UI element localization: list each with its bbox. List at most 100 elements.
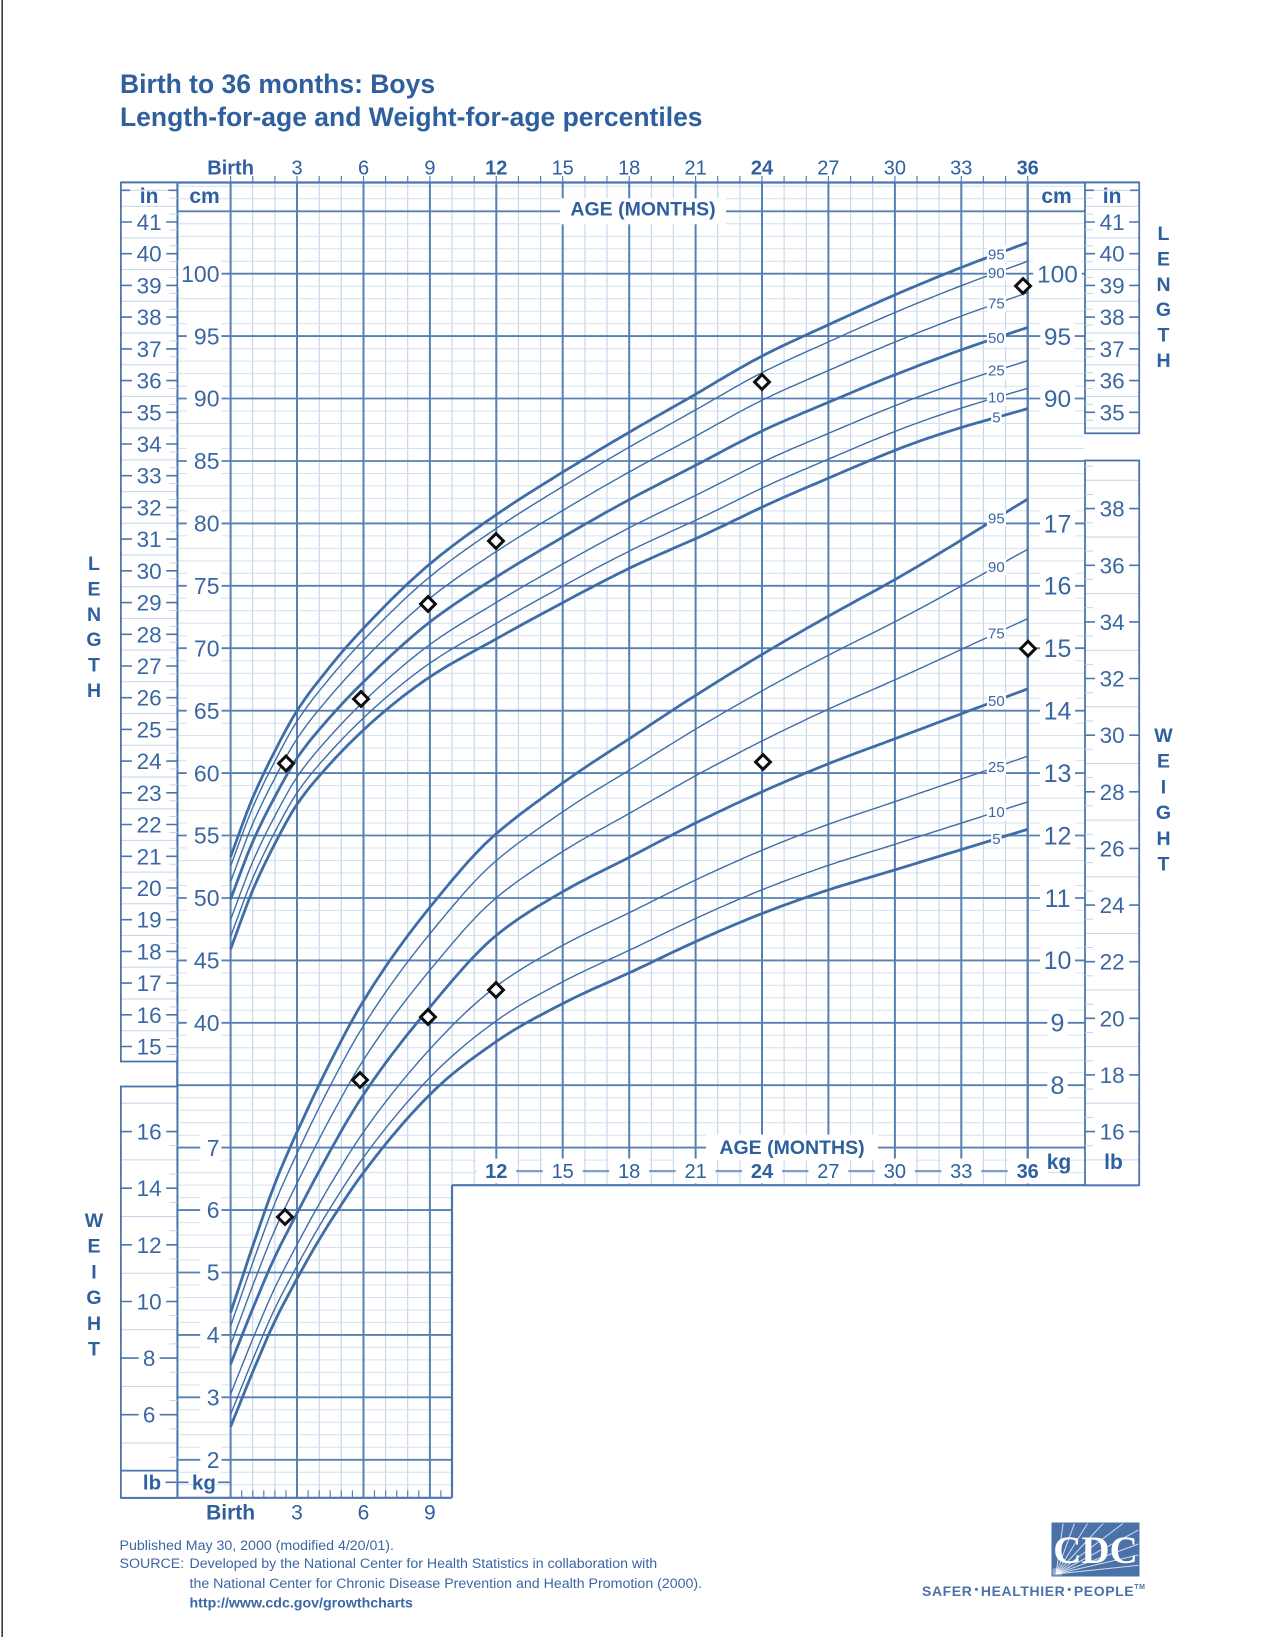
- svg-text:Developed by the National Cent: Developed by the National Center for Hea…: [190, 1556, 658, 1572]
- svg-text:26: 26: [1100, 836, 1125, 861]
- svg-text:12: 12: [485, 1161, 507, 1183]
- svg-text:32: 32: [137, 495, 162, 520]
- svg-text:85: 85: [194, 448, 220, 474]
- svg-text:T: T: [88, 1339, 100, 1361]
- svg-text:E: E: [1157, 248, 1170, 270]
- svg-text:29: 29: [137, 591, 162, 616]
- svg-text:95: 95: [194, 323, 220, 349]
- svg-text:8: 8: [143, 1346, 156, 1371]
- svg-text:Length-for-age and Weight-for-: Length-for-age and Weight-for-age percen…: [120, 102, 703, 132]
- svg-text:65: 65: [194, 698, 220, 724]
- svg-text:5: 5: [207, 1260, 220, 1286]
- svg-text:SAFER•HEALTHIER•PEOPLETM: SAFER • HEALTHIER • PEOPLETM: [922, 1583, 1146, 1599]
- svg-text:G: G: [86, 629, 101, 651]
- svg-text:95: 95: [1044, 324, 1071, 351]
- svg-text:17: 17: [137, 971, 162, 996]
- svg-text:9: 9: [424, 158, 435, 180]
- svg-text:36: 36: [1100, 369, 1125, 394]
- svg-text:N: N: [1156, 274, 1170, 296]
- svg-text:AGE (MONTHS): AGE (MONTHS): [719, 1137, 864, 1159]
- svg-text:24: 24: [137, 749, 162, 774]
- svg-text:25: 25: [988, 363, 1005, 380]
- svg-text:3: 3: [207, 1385, 220, 1411]
- svg-text:7: 7: [207, 1135, 220, 1161]
- svg-text:10: 10: [137, 1290, 162, 1315]
- svg-text:33: 33: [137, 464, 162, 489]
- svg-text:lb: lb: [143, 1472, 161, 1495]
- svg-text:W: W: [85, 1210, 104, 1232]
- svg-text:70: 70: [194, 635, 220, 661]
- svg-text:H: H: [1156, 350, 1170, 372]
- svg-text:15: 15: [137, 1035, 162, 1060]
- svg-text:cm: cm: [1041, 185, 1071, 208]
- svg-text:21: 21: [684, 1161, 706, 1183]
- svg-text:15: 15: [1044, 635, 1072, 663]
- svg-text:33: 33: [950, 1161, 972, 1183]
- svg-text:the National Center for Chroni: the National Center for Chronic Disease …: [190, 1576, 703, 1592]
- svg-text:80: 80: [194, 511, 220, 537]
- svg-text:16: 16: [1044, 573, 1072, 601]
- svg-text:36: 36: [1100, 553, 1125, 578]
- svg-text:lb: lb: [1104, 1151, 1123, 1174]
- svg-text:24: 24: [1100, 893, 1125, 918]
- svg-text:6: 6: [358, 1502, 370, 1525]
- svg-text:41: 41: [1100, 210, 1125, 235]
- svg-text:95: 95: [988, 246, 1005, 263]
- svg-text:38: 38: [137, 305, 162, 330]
- svg-text:T: T: [1158, 325, 1170, 347]
- svg-text:36: 36: [137, 369, 162, 394]
- svg-text:20: 20: [137, 876, 162, 901]
- svg-text:6: 6: [143, 1403, 156, 1428]
- svg-text:36: 36: [1017, 158, 1039, 180]
- svg-text:90: 90: [988, 265, 1005, 282]
- svg-text:H: H: [87, 1313, 101, 1335]
- svg-text:40: 40: [1100, 242, 1125, 267]
- svg-text:5: 5: [992, 410, 1000, 427]
- svg-text:40: 40: [137, 242, 162, 267]
- svg-text:39: 39: [1100, 273, 1125, 298]
- svg-text:17: 17: [1044, 510, 1072, 538]
- svg-text:75: 75: [988, 625, 1005, 642]
- svg-text:21: 21: [137, 844, 162, 869]
- svg-text:27: 27: [137, 654, 162, 679]
- svg-text:I: I: [91, 1261, 96, 1283]
- svg-text:11: 11: [1045, 885, 1071, 913]
- svg-text:30: 30: [1100, 723, 1125, 748]
- svg-text:90: 90: [1044, 386, 1071, 413]
- svg-text:10: 10: [1044, 947, 1072, 975]
- svg-text:AGE (MONTHS): AGE (MONTHS): [570, 199, 715, 221]
- svg-text:16: 16: [137, 1003, 162, 1028]
- svg-text:T: T: [88, 655, 100, 677]
- svg-text:8: 8: [1051, 1072, 1065, 1100]
- svg-text:Birth: Birth: [207, 158, 254, 180]
- svg-text:E: E: [1157, 751, 1170, 773]
- svg-text:23: 23: [137, 781, 162, 806]
- svg-text:5: 5: [992, 831, 1000, 848]
- svg-text:12: 12: [137, 1233, 162, 1258]
- svg-text:H: H: [1156, 828, 1170, 850]
- svg-text:Birth to 36 months: Boys: Birth to 36 months: Boys: [120, 69, 435, 99]
- svg-text:cm: cm: [189, 185, 219, 208]
- svg-text:50: 50: [988, 693, 1005, 710]
- svg-text:21: 21: [684, 158, 706, 180]
- svg-text:T: T: [1158, 854, 1170, 876]
- svg-text:kg: kg: [192, 1472, 216, 1495]
- svg-text:37: 37: [1100, 337, 1125, 362]
- svg-text:20: 20: [1100, 1006, 1125, 1031]
- svg-text:35: 35: [1100, 400, 1125, 425]
- svg-text:25: 25: [137, 717, 162, 742]
- svg-text:L: L: [88, 553, 100, 575]
- svg-text:32: 32: [1100, 667, 1125, 692]
- svg-text:16: 16: [137, 1120, 162, 1145]
- svg-text:90: 90: [194, 386, 220, 412]
- svg-text:6: 6: [358, 158, 369, 180]
- svg-text:15: 15: [552, 1161, 574, 1183]
- svg-text:14: 14: [1044, 698, 1072, 726]
- svg-text:100: 100: [1037, 261, 1078, 288]
- svg-text:31: 31: [137, 527, 162, 552]
- svg-text:4: 4: [207, 1322, 220, 1348]
- svg-text:CDC: CDC: [1053, 1529, 1138, 1572]
- svg-text:2: 2: [207, 1447, 220, 1473]
- svg-text:30: 30: [884, 158, 906, 180]
- svg-text:16: 16: [1100, 1120, 1125, 1145]
